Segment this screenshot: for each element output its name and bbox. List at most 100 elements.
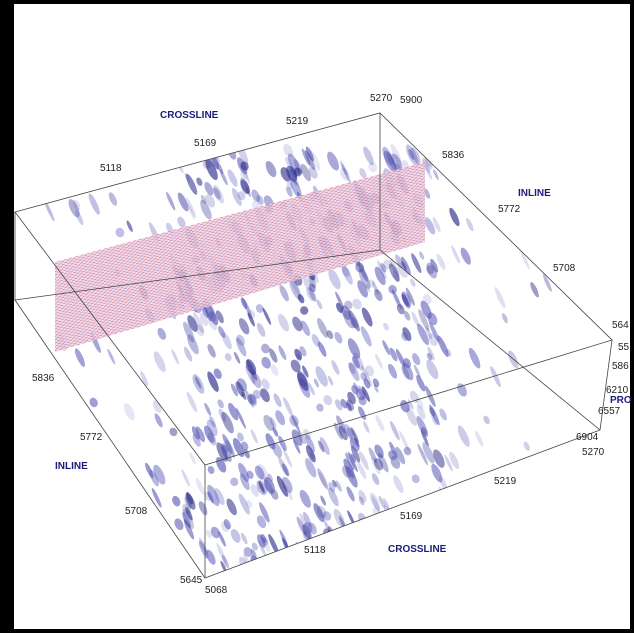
- amplitude-blob: [261, 378, 270, 390]
- amplitude-blob: [261, 537, 269, 546]
- amplitude-blob: [265, 160, 277, 178]
- amplitude-blob: [466, 218, 474, 232]
- amplitude-blob: [289, 415, 299, 427]
- amplitude-blob: [346, 486, 355, 502]
- amplitude-blob: [389, 421, 400, 441]
- amplitude-blob: [340, 160, 348, 176]
- amplitude-blob: [309, 150, 321, 171]
- amplitude-blob: [247, 312, 255, 327]
- amplitude-blob: [369, 492, 380, 510]
- amplitude-blob: [368, 447, 377, 464]
- amplitude-blob: [240, 169, 249, 180]
- amplitude-blob: [432, 217, 441, 233]
- amplitude-blob: [245, 359, 257, 375]
- amplitude-blob: [334, 331, 343, 344]
- amplitude-blob: [317, 341, 327, 357]
- amplitude-blob: [316, 403, 324, 412]
- amplitude-blob: [371, 456, 381, 475]
- amplitude-blob: [213, 184, 224, 204]
- amplitude-blob: [244, 389, 254, 408]
- amplitude-blob: [347, 338, 361, 359]
- amplitude-blob: [302, 511, 312, 527]
- amplitude-blob: [152, 400, 162, 413]
- tick-label: 5169: [194, 138, 217, 149]
- amplitude-blob: [268, 533, 280, 556]
- amplitude-blob: [237, 191, 246, 201]
- amplitude-blob: [186, 491, 194, 505]
- amplitude-blob: [301, 148, 311, 166]
- amplitude-blob: [348, 362, 360, 382]
- tick-label: 5900: [400, 95, 423, 106]
- amplitude-blob: [181, 469, 191, 487]
- amplitude-blob: [346, 427, 355, 438]
- tick-label: 5708: [125, 506, 148, 517]
- amplitude-blob: [391, 153, 403, 172]
- amplitude-blob: [319, 437, 330, 455]
- amplitude-blob: [359, 168, 367, 179]
- amplitude-blob: [433, 169, 439, 180]
- amplitude-blob: [412, 353, 421, 366]
- amplitude-blob: [199, 537, 208, 555]
- amplitude-blob: [282, 448, 293, 468]
- amplitude-blob: [483, 415, 490, 425]
- amplitude-blob: [251, 189, 261, 202]
- amplitude-blob: [174, 518, 184, 531]
- amplitude-blob: [429, 321, 440, 343]
- tick-label: 5708: [553, 263, 576, 274]
- amplitude-blob: [457, 425, 470, 447]
- amplitude-blob: [250, 484, 259, 497]
- amplitude-blob: [326, 330, 334, 339]
- amplitude-blob: [213, 368, 222, 380]
- amplitude-blob: [216, 442, 228, 462]
- amplitude-blob: [383, 150, 397, 173]
- amplitude-blob: [411, 253, 422, 274]
- amplitude-blob: [322, 511, 332, 521]
- tick-label: 6557: [598, 406, 621, 417]
- amplitude-blob: [449, 207, 460, 227]
- amplitude-blob: [416, 404, 426, 420]
- amplitude-blob: [395, 348, 406, 368]
- amplitude-blob: [214, 487, 225, 506]
- axis-title: INLINE: [518, 188, 551, 199]
- amplitude-blob: [300, 163, 311, 182]
- amplitude-blob: [328, 482, 336, 493]
- amplitude-blob: [260, 534, 271, 552]
- amplitude-blob: [344, 423, 353, 439]
- amplitude-blob: [283, 143, 294, 158]
- amplitude-blob: [377, 260, 387, 280]
- amplitude-blob: [318, 440, 325, 453]
- amplitude-blob: [430, 258, 439, 273]
- amplitude-blob: [341, 264, 353, 285]
- amplitude-blob: [352, 356, 360, 369]
- amplitude-blob: [275, 410, 286, 426]
- amplitude-blob: [363, 146, 374, 166]
- amplitude-blob: [417, 443, 429, 466]
- amplitude-blob: [210, 526, 220, 539]
- amplitude-blob: [358, 490, 367, 503]
- amplitude-blob: [425, 326, 433, 340]
- amplitude-blob: [316, 299, 323, 310]
- amplitude-blob: [436, 253, 446, 270]
- amplitude-blob: [350, 445, 361, 463]
- amplitude-blob: [198, 540, 209, 559]
- amplitude-blob: [195, 324, 205, 337]
- amplitude-blob: [182, 511, 192, 528]
- amplitude-blob: [68, 199, 80, 218]
- amplitude-blob: [299, 513, 310, 534]
- amplitude-blob: [166, 191, 176, 211]
- amplitude-blob: [213, 187, 221, 200]
- amplitude-blob: [395, 254, 404, 269]
- amplitude-blob: [272, 442, 283, 458]
- amplitude-blob: [378, 495, 386, 509]
- amplitude-blob: [223, 519, 231, 530]
- amplitude-blob: [249, 394, 256, 404]
- amplitude-blob: [383, 498, 390, 511]
- tick-label: 5219: [494, 476, 517, 487]
- amplitude-blob: [352, 298, 362, 310]
- amplitude-blob: [282, 463, 290, 477]
- amplitude-blob: [351, 385, 359, 395]
- amplitude-blob: [308, 287, 317, 302]
- amplitude-blob: [341, 266, 350, 277]
- tick-label: 5118: [100, 163, 122, 174]
- amplitude-blob: [44, 200, 55, 222]
